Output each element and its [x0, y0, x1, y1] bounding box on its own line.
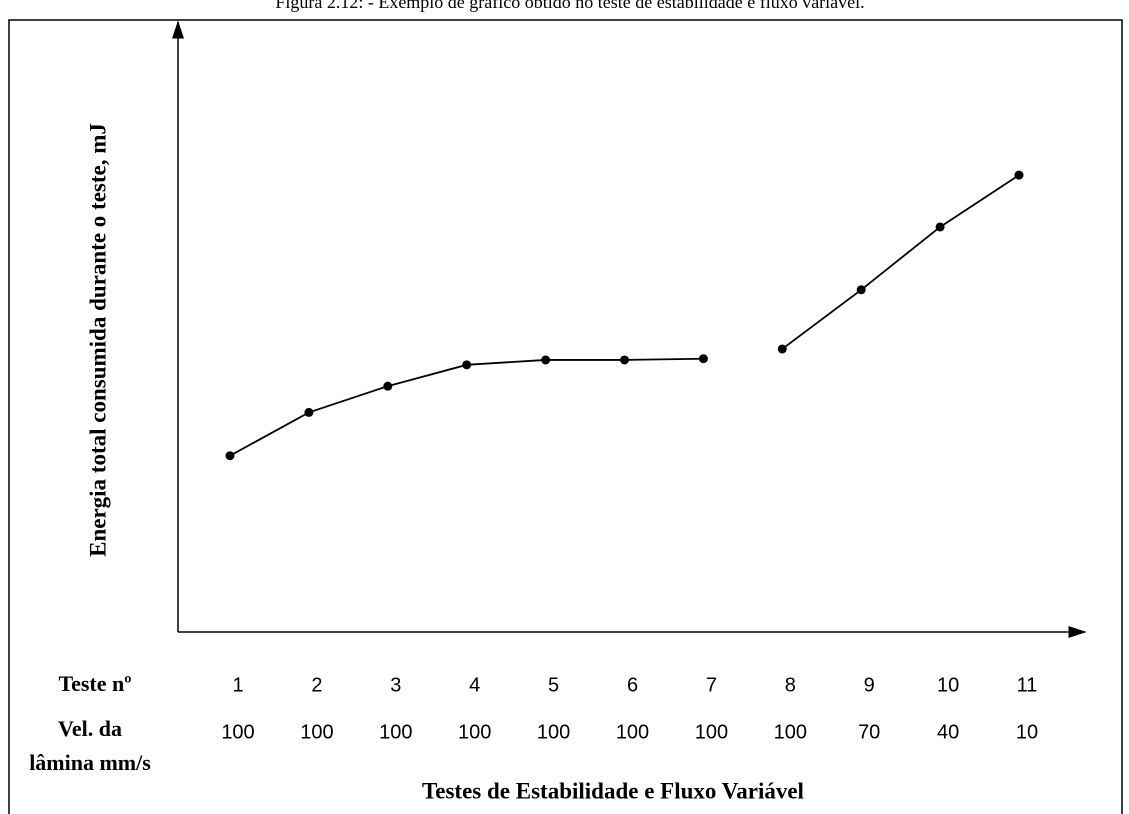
point	[304, 407, 314, 417]
chart-title: Figura 2.12: - Exemplo de gráfico obtido…	[275, 0, 864, 12]
point	[777, 344, 787, 354]
line	[781, 174, 1020, 350]
x-tick-label: 7	[706, 674, 717, 696]
row-label: Teste nº	[58, 671, 131, 696]
speed-label: 100	[537, 721, 570, 743]
frame	[8, 19, 1123, 814]
row-label: Vel. da	[58, 716, 122, 741]
x-tick-label: 9	[864, 674, 875, 696]
point	[856, 285, 866, 295]
row-label: lâmina mm/s	[29, 750, 151, 775]
speed-label: 100	[458, 721, 491, 743]
point	[225, 451, 235, 461]
line	[229, 357, 704, 457]
point	[541, 355, 551, 365]
speed-label: 10	[1016, 721, 1038, 743]
point	[620, 355, 629, 365]
speed-label: 100	[221, 721, 254, 743]
point	[1014, 170, 1024, 180]
x-tick-label: 3	[390, 674, 401, 696]
speed-label: 100	[695, 721, 728, 743]
speed-label: 100	[300, 721, 333, 743]
x-tick-label: 2	[311, 674, 322, 696]
speed-label: 100	[616, 721, 649, 743]
point	[383, 381, 393, 391]
speed-label: 100	[774, 721, 807, 743]
x-tick-label: 10	[937, 674, 959, 696]
x-tick-label: 11	[1017, 674, 1038, 696]
x-tick-label: 5	[548, 674, 559, 696]
point	[698, 354, 708, 364]
x-tick-label: 8	[785, 674, 796, 696]
point	[935, 222, 945, 232]
point	[462, 360, 472, 370]
x-tick-label: 4	[469, 674, 480, 696]
speed-label: 40	[937, 721, 959, 743]
speed-label: 70	[858, 721, 880, 743]
x-tick-label: 6	[627, 674, 638, 696]
x-tick-label: 1	[232, 674, 243, 696]
x-axis-label: Testes de Estabilidade e Fluxo Variável	[422, 778, 804, 803]
y-axis-label: Energia total consumida durante o teste,…	[85, 123, 110, 557]
speed-label: 100	[379, 721, 412, 743]
